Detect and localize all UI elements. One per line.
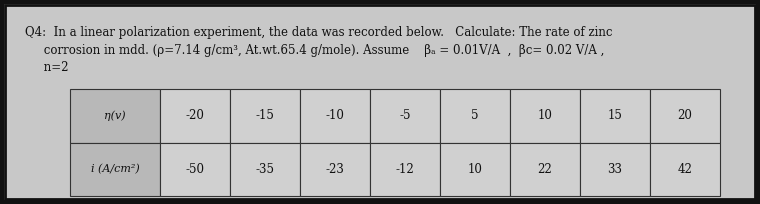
Bar (440, 89, 510, 143)
Bar (70, 143, 160, 196)
Bar (160, 89, 230, 143)
Text: -20: -20 (185, 109, 204, 122)
Bar (230, 89, 300, 143)
Text: -10: -10 (325, 109, 344, 122)
Text: 42: 42 (678, 163, 692, 176)
Text: 15: 15 (607, 109, 622, 122)
Bar (650, 143, 720, 196)
Bar (70, 89, 160, 143)
Text: -12: -12 (396, 163, 414, 176)
Text: Q4:  In a linear polarization experiment, the data was recorded below.   Calcula: Q4: In a linear polarization experiment,… (25, 26, 613, 39)
Text: 10: 10 (467, 163, 483, 176)
Bar (160, 143, 230, 196)
Bar (300, 143, 370, 196)
Bar (510, 89, 580, 143)
Text: 33: 33 (607, 163, 622, 176)
Bar (370, 143, 440, 196)
Text: -50: -50 (185, 163, 204, 176)
Text: η(v): η(v) (104, 111, 126, 121)
Bar (580, 89, 650, 143)
Bar (650, 89, 720, 143)
Bar (300, 89, 370, 143)
Text: -35: -35 (255, 163, 274, 176)
Text: 10: 10 (537, 109, 553, 122)
Bar (440, 143, 510, 196)
Text: 20: 20 (678, 109, 692, 122)
Bar (510, 143, 580, 196)
Text: -5: -5 (399, 109, 410, 122)
Text: 22: 22 (537, 163, 553, 176)
Bar (230, 143, 300, 196)
Text: corrosion in mdd. (ρ=7.14 g/cm³, At.wt.65.4 g/mole). Assume    βₐ = 0.01V/A  ,  : corrosion in mdd. (ρ=7.14 g/cm³, At.wt.6… (25, 44, 604, 57)
Text: i (A/cm²): i (A/cm²) (90, 164, 139, 174)
Text: n=2: n=2 (25, 61, 68, 74)
Text: 5: 5 (471, 109, 479, 122)
Text: -23: -23 (325, 163, 344, 176)
Bar (580, 143, 650, 196)
Text: -15: -15 (255, 109, 274, 122)
Bar (370, 89, 440, 143)
